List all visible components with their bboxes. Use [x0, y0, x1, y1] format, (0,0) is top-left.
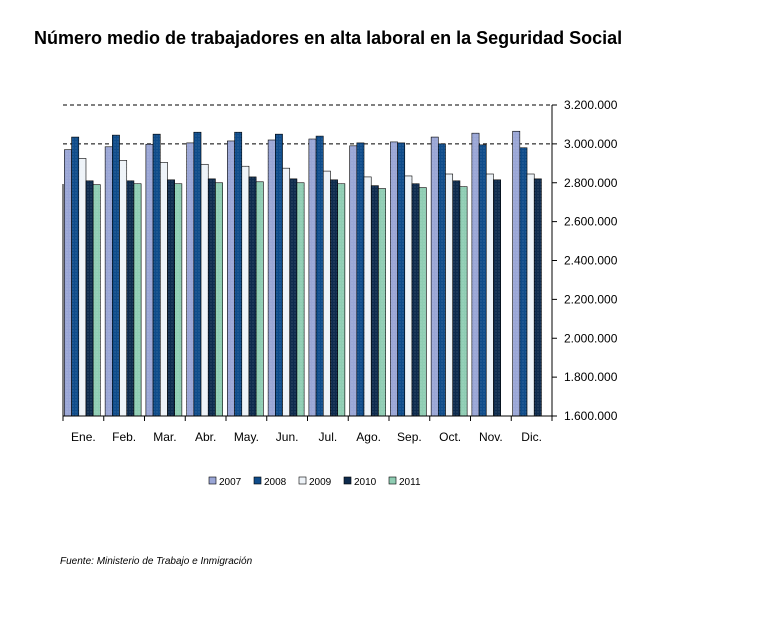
bar-texture: [93, 184, 101, 416]
bar-texture: [364, 176, 372, 416]
y-tick-label: 2.000.000: [564, 331, 618, 345]
bar-texture: [268, 139, 276, 417]
bar-texture: [126, 180, 134, 416]
legend-swatch-2008: [253, 476, 262, 485]
x-tick-label: Abr.: [195, 430, 216, 444]
bar-texture: [323, 171, 331, 416]
x-tick-label: Ago.: [356, 430, 381, 444]
bar-texture: [493, 179, 501, 416]
bar-texture: [201, 164, 209, 416]
bar-texture: [411, 183, 420, 416]
bar-texture: [215, 182, 223, 416]
x-tick-label: Sep.: [397, 430, 422, 444]
bar-texture: [445, 174, 453, 416]
bar-texture: [519, 147, 528, 416]
bar-texture: [275, 134, 283, 416]
legend-label-2009: 2009: [309, 477, 332, 488]
bar-texture: [419, 187, 427, 416]
x-tick-label: Feb.: [112, 430, 136, 444]
legend-label-2011: 2011: [399, 477, 421, 488]
y-tick-label: 3.000.000: [564, 137, 618, 151]
bar-texture: [512, 131, 520, 417]
axes: 1.600.000 1.800.000 2.000.000 2.200.000 2.40…: [62, 98, 618, 444]
y-tick-label: 2.800.000: [564, 176, 618, 190]
bar-texture: [371, 185, 379, 416]
bar-texture: [337, 183, 345, 416]
legend-swatch-2007: [208, 476, 217, 485]
x-tick-label: Ene.: [71, 430, 96, 444]
bar-texture: [330, 179, 338, 416]
bar-texture: [248, 176, 257, 416]
legend: 2007 2008 2009 2010 2011: [208, 476, 421, 488]
bar-texture: [167, 179, 175, 416]
y-tick-label: 1.600.000: [564, 409, 618, 423]
y-tick-label: 2.200.000: [564, 292, 618, 306]
bar-texture: [308, 139, 317, 416]
source-note: Fuente: Ministerio de Trabajo e Inmigrac…: [60, 556, 253, 567]
bar-texture: [64, 149, 72, 416]
bar-texture: [289, 178, 297, 416]
bar-texture: [112, 135, 120, 416]
x-tick-label: Jun.: [276, 430, 299, 444]
bar-texture: [486, 174, 494, 416]
bar-texture: [471, 133, 480, 416]
bar-texture: [193, 132, 202, 416]
x-tick-label: Oct.: [439, 430, 461, 444]
bar-texture: [356, 142, 365, 416]
legend-label-2008: 2008: [264, 477, 287, 488]
bar-texture: [296, 182, 305, 416]
bar-texture: [78, 158, 86, 416]
bar-texture: [534, 178, 542, 416]
bar-texture: [160, 162, 168, 416]
bar-texture: [174, 183, 182, 416]
bar-texture: [479, 144, 487, 416]
bar-texture: [234, 132, 242, 416]
bar-texture: [71, 137, 79, 416]
bar-texture: [208, 178, 216, 416]
bar-texture: [105, 146, 113, 417]
y-tick-label: 2.600.000: [564, 215, 618, 229]
bar-texture: [119, 160, 127, 416]
x-tick-label: May.: [234, 430, 259, 444]
bar-texture: [404, 175, 412, 416]
chart-title: Número medio de trabajadores en alta lab…: [34, 28, 623, 48]
bar-texture: [85, 180, 94, 416]
bar-texture: [431, 137, 439, 416]
bar-texture: [133, 183, 142, 416]
bar-texture: [349, 145, 357, 416]
bar-texture: [145, 144, 154, 416]
bar-texture: [378, 188, 386, 416]
bar-texture: [452, 180, 460, 416]
bar-texture: [186, 142, 194, 416]
y-tick-label: 3.200.000: [564, 98, 618, 112]
bar-texture: [459, 186, 468, 416]
legend-label-2007: 2007: [219, 477, 242, 488]
legend-swatch-2011: [388, 476, 397, 485]
x-tick-label: Mar.: [153, 430, 176, 444]
legend-label-2010: 2010: [354, 477, 377, 488]
bar-texture: [438, 143, 446, 417]
bars: [64, 130, 542, 417]
bar-texture: [390, 141, 398, 416]
bar-texture: [256, 181, 264, 416]
bar-texture: [153, 134, 161, 416]
legend-swatch-2009: [298, 476, 307, 485]
bar-texture: [282, 168, 290, 416]
y-tick-label: 2.400.000: [564, 254, 618, 268]
legend-swatch-2010: [343, 476, 352, 485]
bar-texture: [316, 136, 324, 416]
bar-texture: [397, 142, 405, 416]
bar-texture: [527, 174, 535, 416]
x-tick-label: Dic.: [521, 430, 542, 444]
gridlines: [63, 104, 552, 145]
y-tick-label: 1.800.000: [564, 370, 618, 384]
x-tick-label: Nov.: [479, 430, 503, 444]
bar-texture: [241, 166, 249, 416]
x-tick-label: Jul.: [319, 430, 338, 444]
bar-texture: [227, 140, 235, 416]
